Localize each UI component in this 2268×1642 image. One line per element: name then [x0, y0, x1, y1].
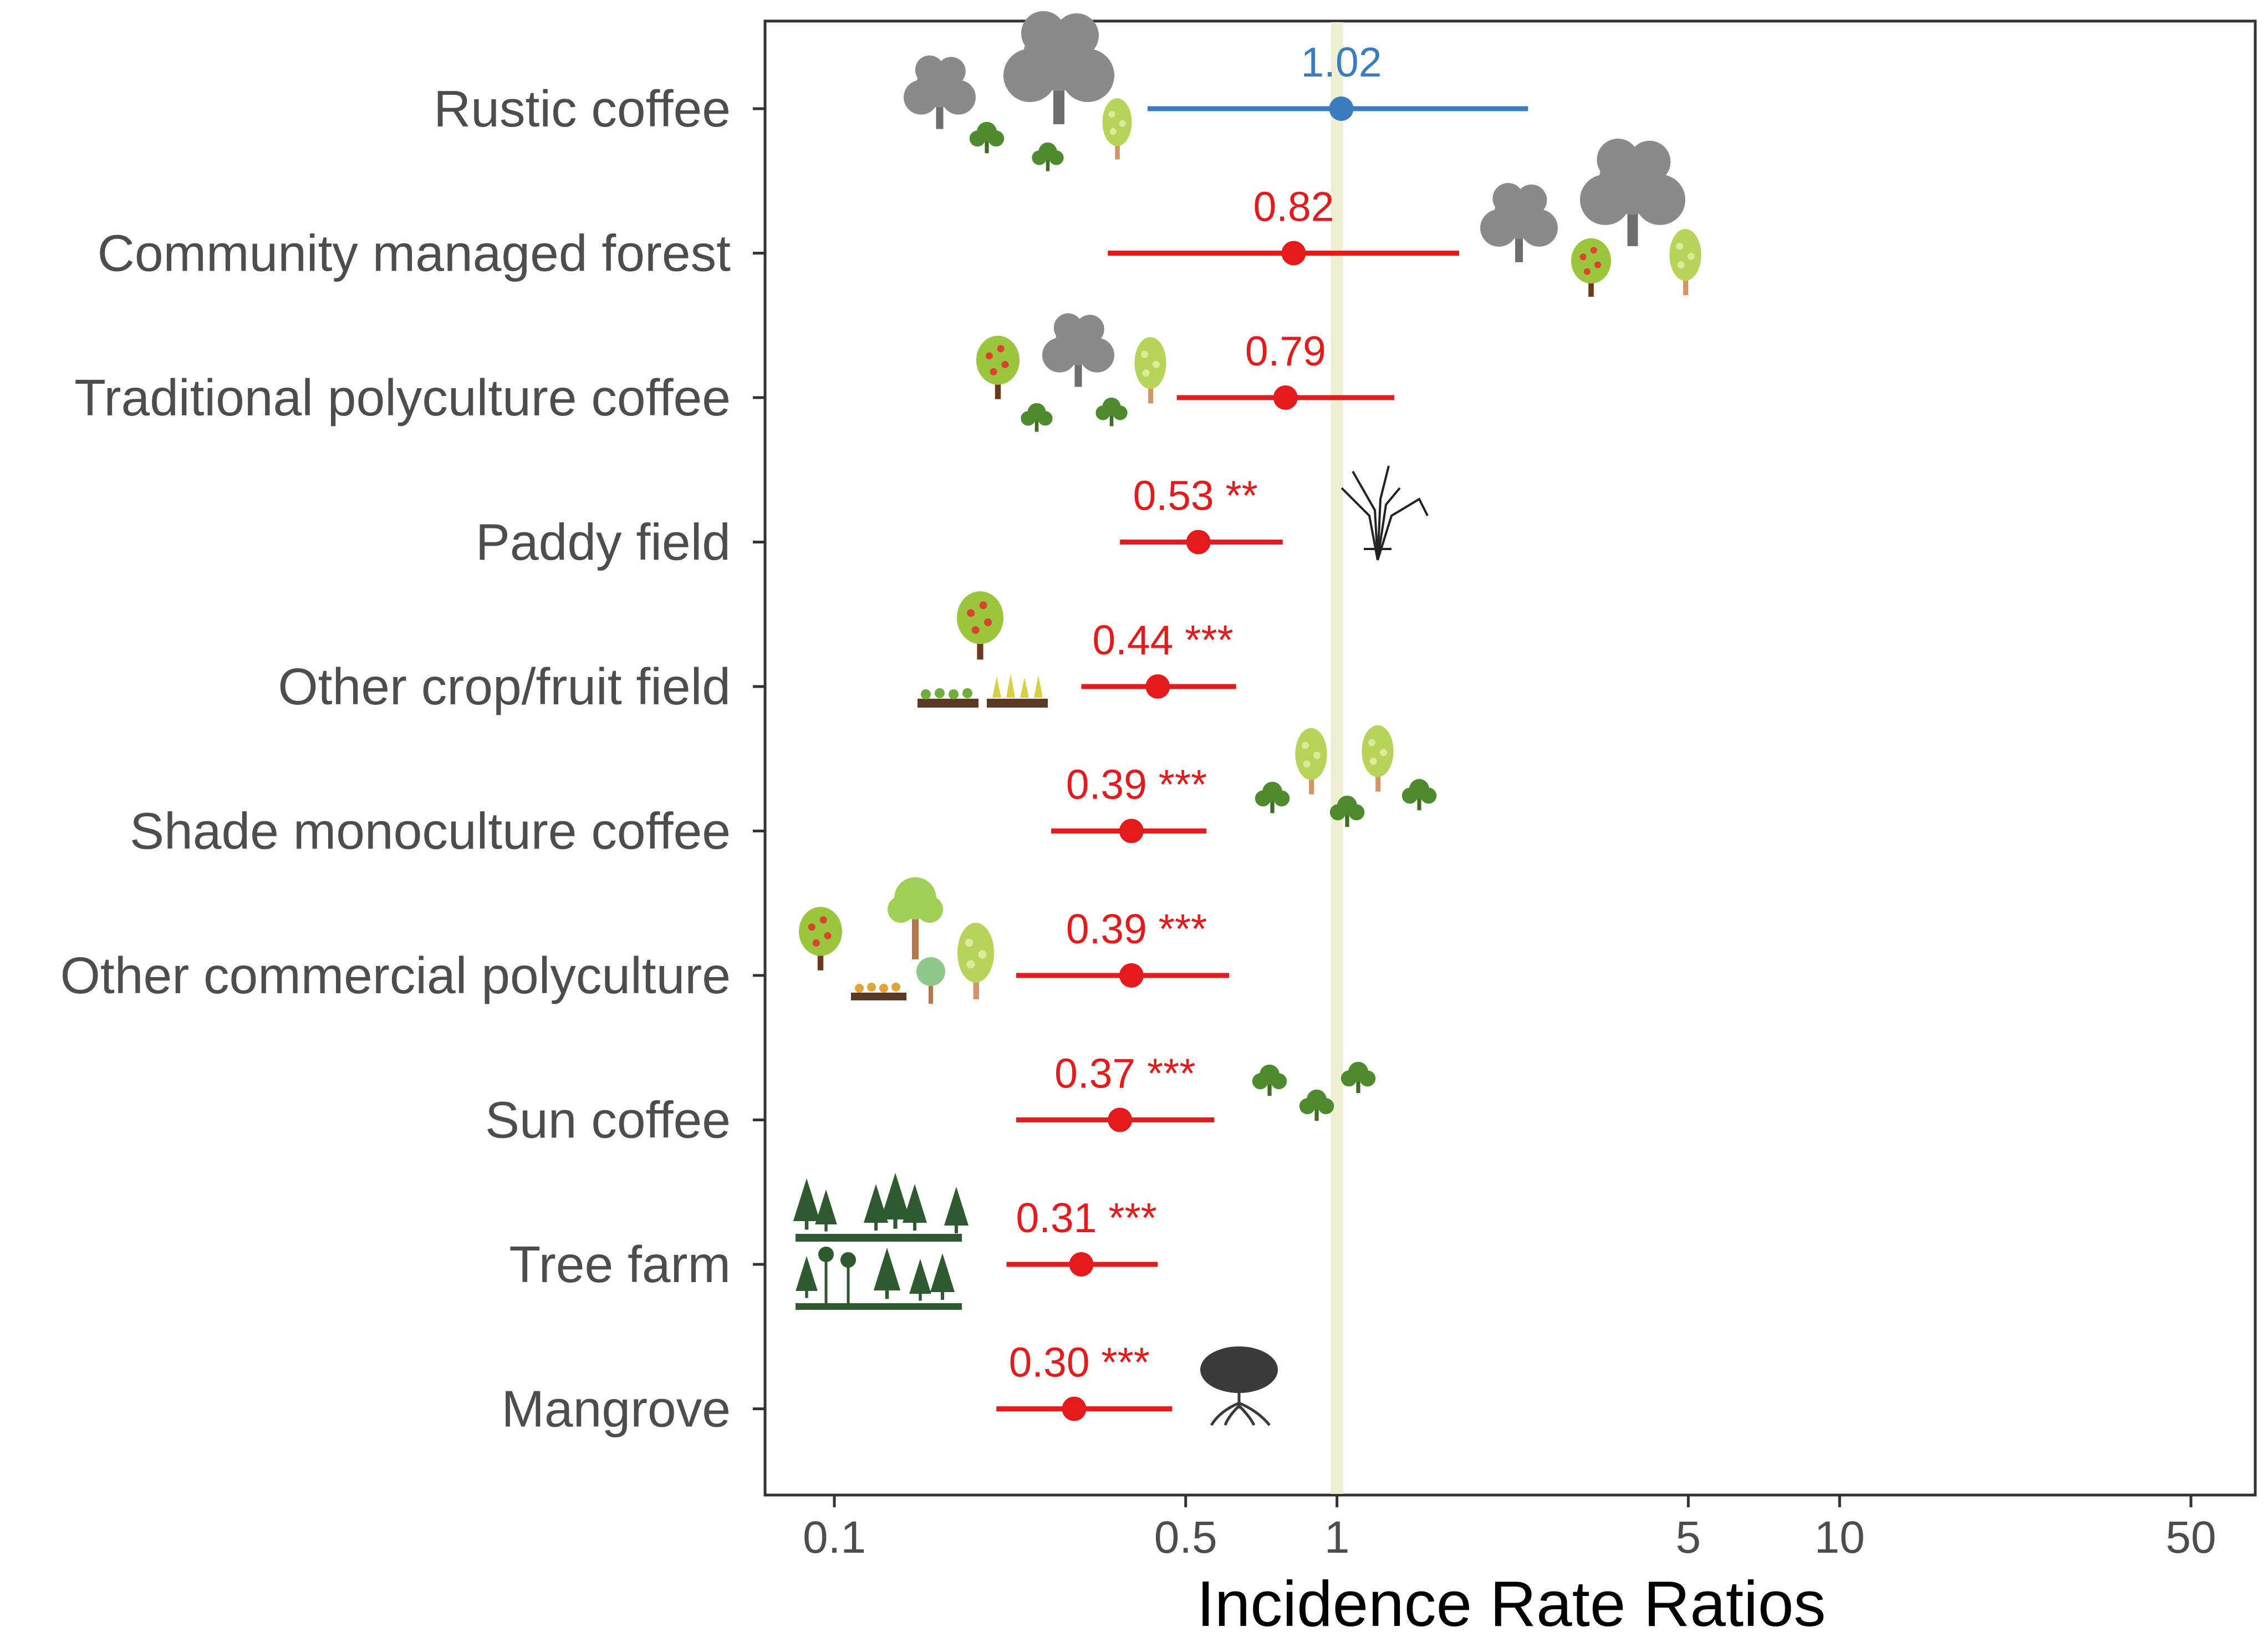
data-label: 0.53 **	[1133, 472, 1258, 519]
x-tick-label: 0.5	[1154, 1512, 1217, 1563]
data-label: 0.37 ***	[1054, 1050, 1195, 1097]
fruit-trees-shrubs-icon	[976, 313, 1166, 432]
y-tick-label: Paddy field	[476, 514, 731, 571]
estimate-point	[1145, 674, 1170, 699]
plot-panel	[763, 19, 2257, 1497]
rice-plant-icon	[1341, 465, 1429, 561]
fruit-trees-crop-row-icon	[799, 877, 994, 1004]
y-tick-label: Mangrove	[501, 1380, 731, 1438]
data-label: 1.02	[1301, 39, 1382, 85]
broadleaf-trees-shrubs-icon	[904, 11, 1132, 171]
data-label: 0.39 ***	[1066, 906, 1207, 952]
data-label: 0.44 ***	[1092, 617, 1233, 663]
shade-trees-shrubs-icon	[1255, 725, 1437, 827]
reference-line	[1331, 22, 1343, 1494]
data-label: 0.79	[1245, 328, 1326, 374]
y-tick-label: Shade monoculture coffee	[130, 802, 731, 860]
x-axis: 0.1 0.5 1 5 10 50	[803, 1495, 2216, 1563]
x-axis-title: Incidence Rate Ratios	[1197, 1568, 1826, 1640]
estimate-point	[1119, 819, 1144, 843]
broadleaf-trees-fruit-tree-icon	[1480, 139, 1701, 297]
estimate-point	[1069, 1252, 1094, 1277]
data-label: 0.30 ***	[1009, 1339, 1150, 1386]
estimate-point	[1062, 1396, 1087, 1421]
y-tick-label: Other commercial polyculture	[60, 947, 731, 1004]
data-label: 0.31 ***	[1016, 1194, 1156, 1241]
y-tick-label: Sun coffee	[485, 1091, 731, 1149]
estimate-point	[1186, 530, 1211, 555]
y-tick-label: Tree farm	[509, 1236, 731, 1293]
y-tick-label: Rustic coffee	[434, 80, 731, 138]
estimate-point	[1119, 963, 1144, 988]
data-label: 0.82	[1253, 184, 1334, 230]
y-tick-label: Community managed forest	[98, 225, 731, 282]
x-tick-label: 5	[1676, 1512, 1701, 1563]
conifer-plantation-icon	[793, 1173, 969, 1310]
x-tick-label: 50	[2165, 1512, 2216, 1563]
fruit-tree-crop-rows-icon	[918, 591, 1048, 708]
mangrove-tree-icon	[1200, 1346, 1278, 1426]
estimate-point	[1273, 385, 1298, 410]
forest-rows: Rustic coffee 1.02 Community managed fores…	[60, 39, 1528, 1438]
y-tick-label: Traditional polyculture coffee	[74, 369, 731, 426]
estimate-point	[1108, 1107, 1133, 1132]
shrubs-icon	[1252, 1061, 1376, 1121]
x-tick-label: 0.1	[803, 1512, 866, 1563]
x-tick-label: 10	[1815, 1512, 1865, 1563]
estimate-point	[1329, 96, 1354, 121]
row-icons	[793, 11, 1701, 1426]
estimate-point	[1281, 241, 1306, 266]
x-tick-label: 1	[1324, 1512, 1350, 1563]
y-tick-label: Other crop/fruit field	[278, 658, 731, 715]
data-label: 0.39 ***	[1066, 761, 1207, 808]
